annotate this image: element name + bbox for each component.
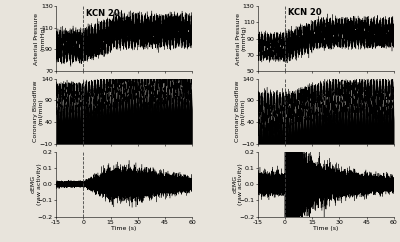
Y-axis label: Arterial Pressure
(mmHg): Arterial Pressure (mmHg): [34, 13, 45, 65]
Y-axis label: Arterial Pressure
(mmHg): Arterial Pressure (mmHg): [236, 13, 247, 65]
Y-axis label: Coronary Bloodflow
(ml/min): Coronary Bloodflow (ml/min): [33, 81, 44, 142]
Text: KCN 20: KCN 20: [288, 8, 321, 17]
Y-axis label: dEMG
(raw activity): dEMG (raw activity): [233, 163, 244, 205]
Text: KCN 20: KCN 20: [86, 9, 120, 18]
X-axis label: Time (s): Time (s): [313, 226, 338, 231]
Y-axis label: dEMG
(raw activity): dEMG (raw activity): [31, 163, 42, 205]
X-axis label: Time (s): Time (s): [112, 226, 137, 231]
Y-axis label: Coronary Bloodflow
(ml/min): Coronary Bloodflow (ml/min): [235, 81, 246, 142]
